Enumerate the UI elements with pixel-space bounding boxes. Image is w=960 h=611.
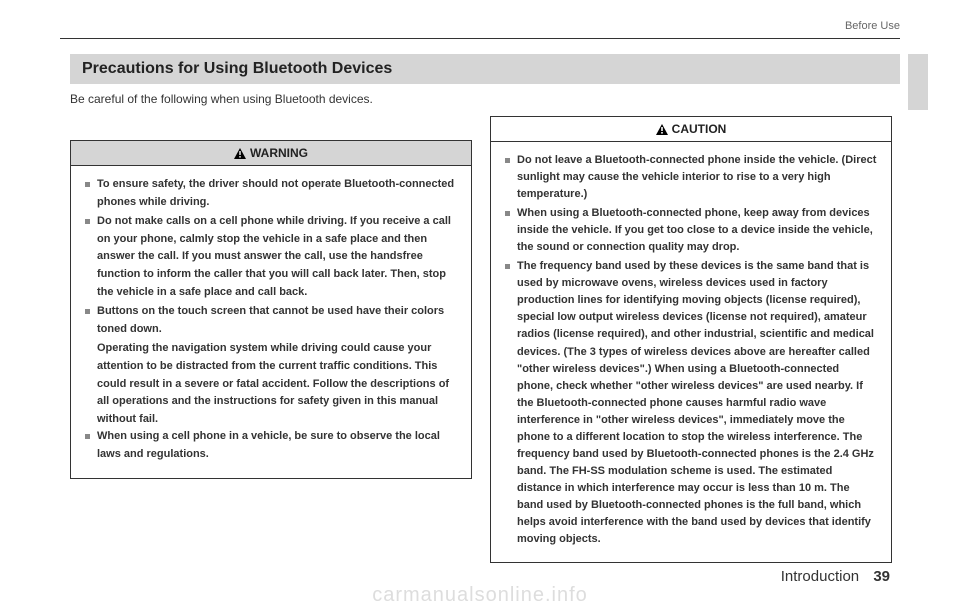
caution-header: CAUTION <box>491 117 891 142</box>
warning-header: WARNING <box>71 141 471 166</box>
warning-item: Do not make calls on a cell phone while … <box>85 213 457 301</box>
warning-triangle-icon <box>234 148 246 159</box>
chapter-label: Before Use <box>845 20 900 32</box>
footer: Introduction 39 <box>781 568 890 585</box>
watermark: carmanualsonline.info <box>0 584 960 607</box>
warning-box: WARNING To ensure safety, the driver sho… <box>70 140 472 479</box>
caution-body: Do not leave a Bluetooth-connected phone… <box>491 142 891 562</box>
section-title-bar: Precautions for Using Bluetooth Devices <box>70 54 900 84</box>
caution-box: CAUTION Do not leave a Bluetooth-connect… <box>490 116 892 563</box>
page-number: 39 <box>873 568 890 585</box>
caution-item: When using a Bluetooth-connected phone, … <box>505 205 877 256</box>
header-divider <box>60 38 900 39</box>
section-title: Precautions for Using Bluetooth Devices <box>82 60 888 78</box>
warning-item: To ensure safety, the driver should not … <box>85 176 457 211</box>
warning-body: To ensure safety, the driver should not … <box>71 166 471 478</box>
caution-item: The frequency band used by these devices… <box>505 258 877 548</box>
side-tab <box>908 54 928 110</box>
warning-label: WARNING <box>250 146 308 160</box>
warning-item: Buttons on the touch screen that cannot … <box>85 303 457 338</box>
warning-item-extra: Operating the navigation system while dr… <box>85 340 457 428</box>
intro-text: Be careful of the following when using B… <box>70 92 373 106</box>
caution-item: Do not leave a Bluetooth-connected phone… <box>505 152 877 203</box>
warning-item: When using a cell phone in a vehicle, be… <box>85 428 457 463</box>
footer-section: Introduction <box>781 568 859 585</box>
caution-triangle-icon <box>656 124 668 135</box>
caution-label: CAUTION <box>672 122 727 136</box>
